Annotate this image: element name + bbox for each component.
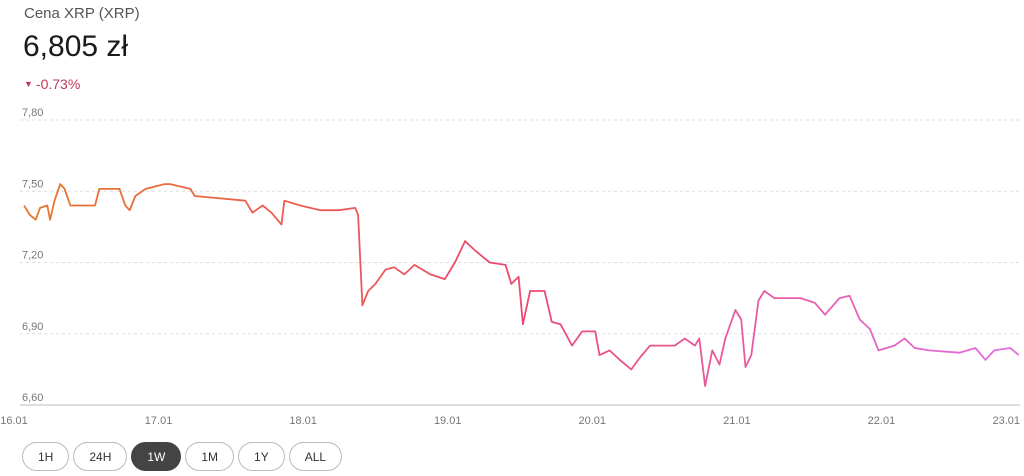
x-tick-label: 22.01 [868,415,896,427]
x-tick-label: 17.01 [145,415,173,427]
range-button[interactable]: ALL [288,442,343,471]
x-tick-label: 19.01 [434,415,462,427]
x-tick-label: 18.01 [289,415,317,427]
range-button[interactable]: 1W [131,442,182,471]
range-button[interactable]: 1H [22,442,70,471]
x-tick-label: 21.01 [723,415,751,427]
title: Cena XRP (XRP) [24,5,140,22]
change-value: -0.73% [35,76,81,92]
range-button[interactable]: 1M [185,442,235,471]
chart: 6,60 6,90 7,20 7,50 7,80 16.01 17.01 18.01 19.01… [0,107,1020,427]
down-icon: ▼ [24,79,33,89]
y-tick-label: 7,20 [22,250,43,262]
x-tick-label: 20.01 [579,415,607,427]
range-selector: 1H 24H 1W 1M 1Y ALL [22,442,343,471]
price: 6,805 zł [23,30,129,63]
range-button[interactable]: 24H [73,442,128,471]
range-button[interactable]: 1Y [238,442,285,471]
y-tick-label: 7,80 [22,107,43,119]
y-tick-label: 6,60 [22,392,43,404]
y-tick-label: 6,90 [22,321,43,333]
y-tick-label: 7,50 [22,178,43,190]
price-line [23,183,1020,387]
x-tick-label: 23.01 [992,415,1020,427]
x-tick-label: 16.01 [0,415,28,427]
price-change: ▼ -0.73% [24,76,80,92]
